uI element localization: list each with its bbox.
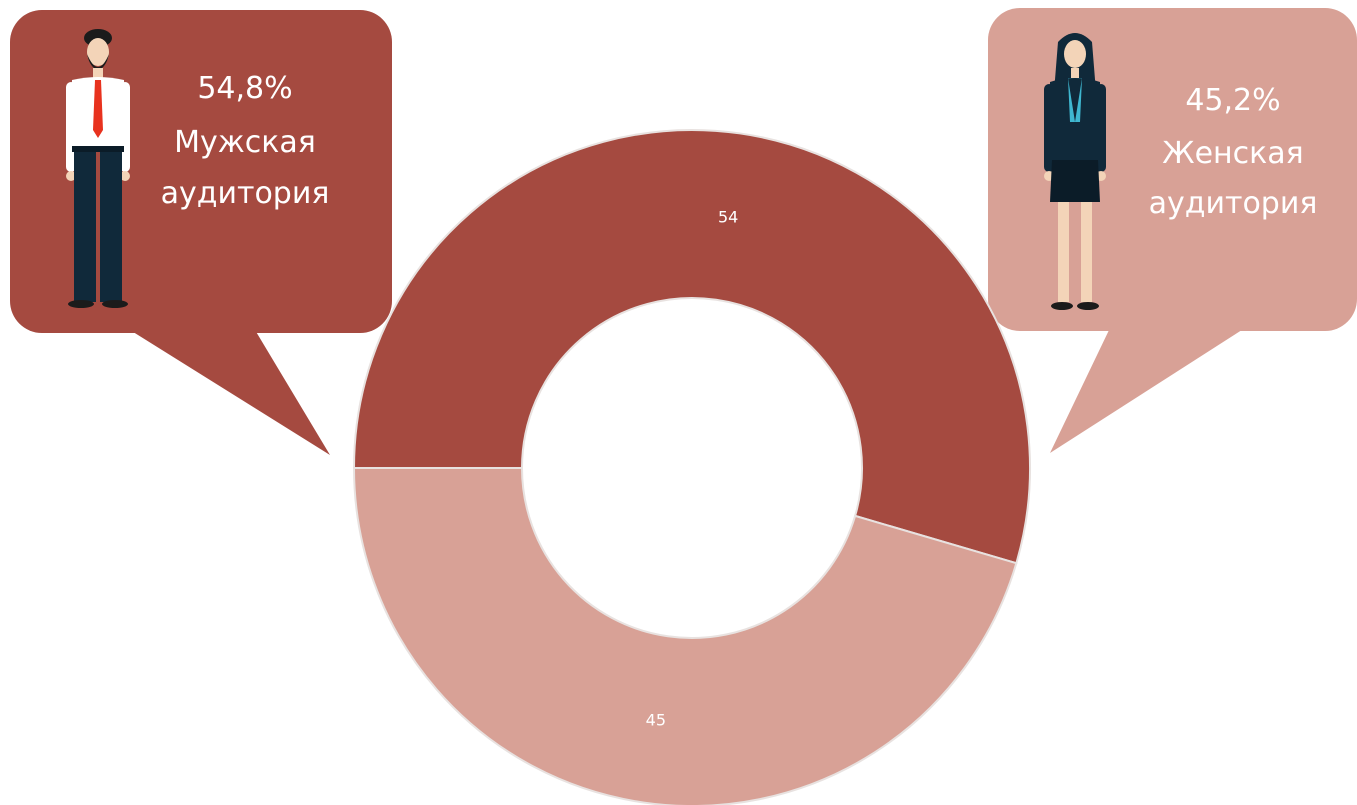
male-callout-box bbox=[10, 10, 392, 333]
woman-icon bbox=[1044, 33, 1106, 310]
man-icon bbox=[66, 29, 130, 308]
female-label-line2: аудитория bbox=[1149, 186, 1318, 221]
donut-label-male: 54 bbox=[718, 208, 738, 227]
female-percent: 45,2% bbox=[1185, 83, 1280, 118]
donut-slice-female bbox=[352, 467, 1018, 805]
donut-label-female: 45 bbox=[646, 710, 666, 729]
male-percent: 54,8% bbox=[197, 71, 292, 106]
female-callout: 45,2% Женская аудитория bbox=[988, 8, 1357, 453]
donut-labels: 54 45 bbox=[646, 208, 739, 730]
female-label-line1: Женская bbox=[1162, 136, 1303, 171]
male-label-line2: аудитория bbox=[161, 176, 330, 211]
female-callout-pointer bbox=[1050, 328, 1245, 453]
male-callout-pointer bbox=[130, 330, 330, 455]
donut-chart bbox=[352, 129, 1031, 805]
male-label-line1: Мужская bbox=[174, 125, 316, 160]
donut-slice-male bbox=[352, 129, 1031, 565]
male-callout: 54,8% Мужская аудитория bbox=[10, 10, 392, 455]
